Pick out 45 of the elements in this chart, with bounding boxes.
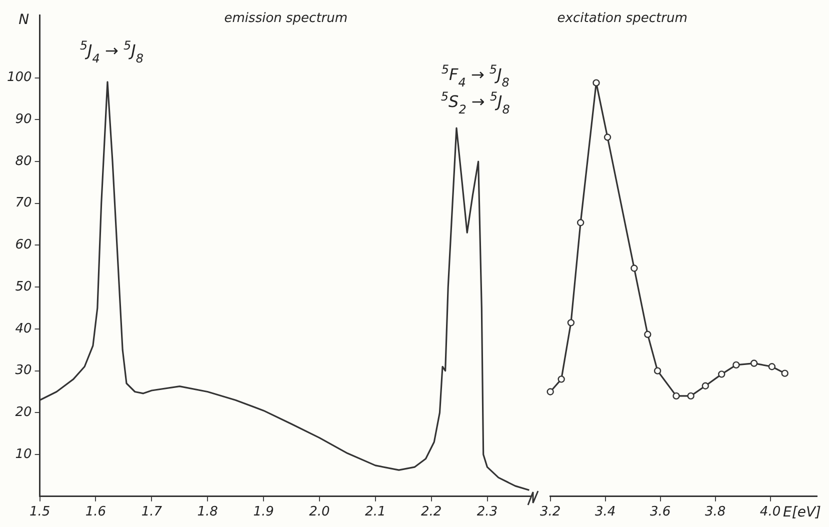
point <box>546 388 554 396</box>
point <box>672 392 680 400</box>
y-tick-label: 30 <box>15 363 32 378</box>
y-axis-title: N <box>18 12 30 28</box>
point <box>604 134 612 141</box>
x-tick-label: 1.8 <box>197 504 218 520</box>
y-tick-label: 90 <box>15 112 32 128</box>
x-tick-label: 2.0 <box>309 504 330 520</box>
point <box>558 376 565 383</box>
x-tick-label: 4.0 <box>760 504 781 520</box>
point <box>567 319 575 326</box>
y-tick-label: 20 <box>15 405 32 420</box>
x-tick-label: 1.5 <box>29 504 50 520</box>
point <box>644 330 652 338</box>
point <box>576 219 584 226</box>
x-tick-label: 1.7 <box>141 504 163 520</box>
x-tick-label: 2.1 <box>365 504 386 520</box>
point <box>654 367 662 374</box>
annotation: emission spectrum <box>224 11 348 26</box>
x-tick-label: 2.3 <box>476 504 498 520</box>
point <box>768 363 776 370</box>
point <box>687 392 694 400</box>
x-tick-label: 3.2 <box>540 504 561 520</box>
x-tick-label: 2.2 <box>420 504 442 520</box>
x-axis-title: E[eV] <box>783 504 822 520</box>
x-tick-label: 1.6 <box>85 504 106 520</box>
point <box>592 79 600 86</box>
point <box>750 360 758 367</box>
point <box>702 382 709 390</box>
text: excitation spectrum <box>557 11 688 26</box>
x-tick-label: 3.4 <box>594 504 616 520</box>
x-tick-label: 1.9 <box>253 504 274 520</box>
y-tick-label: 10 <box>15 446 32 462</box>
y-tick-label: 70 <box>15 196 32 211</box>
y-tick-label: 100 <box>6 70 32 86</box>
point <box>630 264 638 272</box>
y-tick-label: 80 <box>15 154 32 169</box>
point <box>732 361 740 369</box>
x-tick-label: 3.8 <box>704 504 726 520</box>
point <box>718 370 726 378</box>
y-tick-label: 50 <box>15 279 32 294</box>
y-tick-label: 40 <box>15 321 32 336</box>
y-tick-label: 60 <box>15 238 32 253</box>
x-tick-label: 3.6 <box>650 504 671 520</box>
point <box>781 370 788 377</box>
